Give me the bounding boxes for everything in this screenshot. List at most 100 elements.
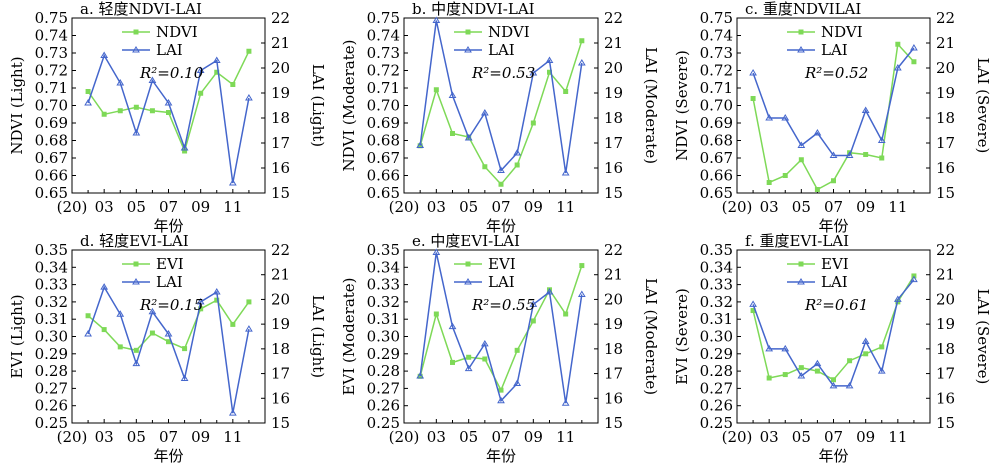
y2-tick-label: 21 [271, 34, 290, 52]
y-axis-label: NDVI (Moderate) [340, 39, 358, 171]
data-point-lai [545, 288, 554, 295]
y-tick-label: 0.31 [35, 310, 68, 328]
data-point-evi [101, 327, 107, 333]
legend-label-evi: EVI [821, 255, 849, 273]
y-tick-label: 0.72 [700, 62, 733, 80]
y-tick-label: 0.27 [700, 379, 733, 397]
data-point-lai [577, 59, 586, 66]
y-tick-label: 0.66 [700, 167, 733, 185]
x-tick-label: 07 [159, 428, 178, 446]
data-point-evi [530, 318, 536, 324]
y-tick-label: 0.28 [35, 362, 68, 380]
x-tick-label: 05 [792, 198, 811, 216]
y-tick-label: 0.73 [35, 44, 68, 62]
y-tick-label: 0.65 [35, 184, 68, 202]
x-tick-label: 09 [856, 428, 875, 446]
chart-panel-6: f. 重度EVI-LAI 0.350.340.330.320.310.300.29… [673, 232, 992, 465]
y-tick-label: 0.25 [35, 414, 68, 432]
data-point-ndvi [246, 48, 252, 54]
y-tick-label: 0.72 [35, 62, 68, 80]
y-tick-label: 0.67 [700, 149, 733, 167]
data-point-ndvi [230, 82, 236, 87]
chart-panel-4: d. 轻度EVI-LAI 0.350.340.330.320.310.300.29… [8, 232, 327, 465]
x-axis-label: 年份 [818, 217, 848, 235]
data-point-lai [228, 409, 237, 416]
y2-tick-label: 21 [271, 266, 290, 284]
x-tick-label: (20) [389, 198, 420, 216]
y2-tick-label: 22 [604, 9, 623, 27]
data-point-lai [813, 359, 822, 367]
data-point-lai [749, 69, 757, 76]
data-point-ndvi [563, 89, 569, 94]
x-tick-label: 07 [824, 428, 843, 446]
data-point-lai [148, 76, 157, 83]
y-tick-label: 0.67 [367, 149, 400, 167]
y2-axis-label: LAI (Severe) [974, 289, 992, 385]
legend-label-lai: LAI [488, 273, 515, 291]
x-tick-label: 09 [191, 198, 210, 216]
x-tick-label: 05 [792, 428, 811, 446]
x-tick-label: 11 [556, 198, 575, 216]
data-point-evi [433, 311, 439, 317]
data-point-ndvi [482, 164, 488, 170]
data-point-ndvi [750, 96, 756, 101]
x-tick-label: 07 [159, 198, 178, 216]
data-point-lai [480, 109, 489, 116]
data-point-lai [861, 337, 870, 344]
data-point-lai [448, 322, 457, 330]
legend-marker [465, 261, 471, 267]
data-point-ndvi [133, 104, 139, 110]
series-line-lai [87, 53, 250, 184]
x-tick-label: 09 [524, 428, 543, 446]
y-tick-label: 0.74 [367, 27, 400, 45]
y2-tick-label: 17 [604, 365, 623, 383]
x-tick-label: 03 [95, 428, 114, 446]
y2-tick-label: 16 [271, 159, 290, 177]
legend-label-evi: EVI [488, 255, 516, 273]
data-point-ndvi [879, 155, 885, 161]
y2-tick-label: 18 [936, 340, 955, 358]
data-point-lai [416, 141, 425, 148]
y2-tick-label: 15 [936, 184, 955, 202]
data-point-lai [196, 297, 205, 305]
data-point-lai [245, 94, 253, 101]
y-axis-label: NDVI (Severe) [673, 50, 691, 161]
data-point-evi [814, 368, 820, 374]
data-point-lai [829, 381, 838, 389]
data-point-evi [514, 347, 520, 353]
y-tick-label: 0.33 [700, 276, 733, 294]
y-tick-label: 0.25 [367, 414, 400, 432]
y-tick-label: 0.31 [700, 310, 733, 328]
y-tick-label: 0.35 [367, 241, 400, 259]
data-point-ndvi [117, 108, 123, 114]
y2-tick-label: 18 [271, 109, 290, 127]
x-tick-label: (20) [389, 428, 420, 446]
y-tick-label: 0.65 [700, 184, 733, 202]
data-point-lai [861, 106, 870, 113]
y2-tick-label: 20 [936, 59, 955, 77]
y-tick-label: 0.66 [367, 167, 400, 185]
y2-tick-label: 15 [604, 184, 623, 202]
y-tick-label: 0.69 [700, 114, 733, 132]
y-tick-label: 0.69 [367, 114, 400, 132]
x-tick-label: 09 [856, 198, 875, 216]
chart-title: a. 轻度NDVI-LAI [80, 0, 202, 18]
y-tick-label: 0.26 [35, 397, 68, 415]
y-tick-label: 0.30 [367, 328, 400, 346]
data-point-lai [910, 275, 918, 283]
y2-tick-label: 20 [271, 290, 290, 308]
y2-tick-label: 21 [936, 266, 955, 284]
data-point-ndvi [547, 69, 552, 75]
data-point-ndvi [863, 152, 869, 157]
y-tick-label: 0.71 [367, 79, 400, 97]
data-point-lai [893, 295, 902, 302]
y2-tick-label: 16 [604, 159, 623, 177]
data-point-evi [214, 297, 220, 303]
legend-marker [797, 46, 805, 53]
y-tick-label: 0.70 [35, 97, 68, 115]
y2-tick-label: 20 [604, 290, 623, 308]
data-point-ndvi [214, 69, 220, 75]
chart-panel-3: c. 重度NDVILAI 0.750.740.730.720.710.700.69… [673, 0, 992, 235]
data-point-evi [482, 356, 488, 362]
